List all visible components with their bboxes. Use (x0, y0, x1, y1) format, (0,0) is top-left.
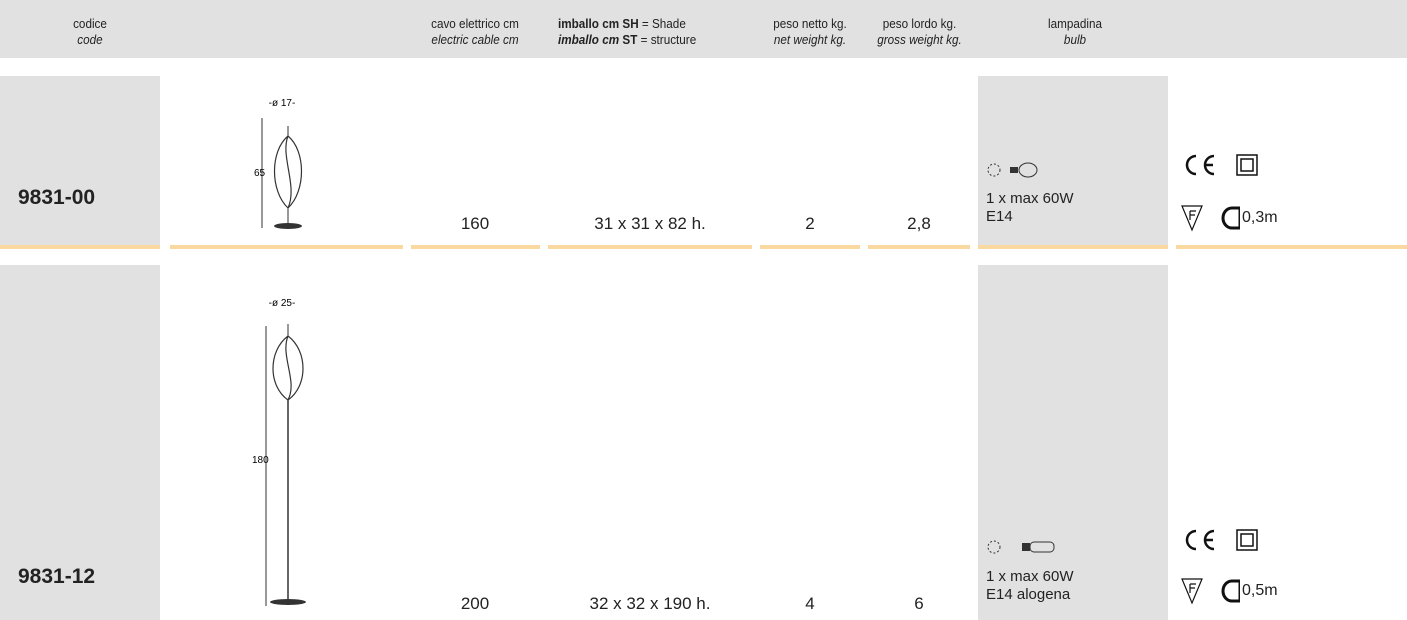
header-text: peso netto kg. (773, 16, 847, 31)
header-text: net weight kg. (773, 32, 847, 47)
separator (760, 245, 860, 249)
code-cell (0, 265, 160, 620)
gross-weight-value: 2,8 (907, 214, 931, 233)
dimension-label: -ø 25- (269, 298, 296, 309)
separator (868, 245, 970, 249)
header-text: code (77, 32, 103, 47)
header-net: peso netto kg. net weight kg. (761, 16, 860, 48)
dimension-label: -ø 17- (269, 98, 296, 109)
header-text: gross weight kg. (877, 32, 962, 47)
packing-value: 31 x 31 x 82 h. (594, 214, 706, 233)
bulb-info: 1 x max 60W E14 alogena (986, 568, 1074, 604)
bulb-info: 1 x max 60W E14 (986, 190, 1074, 226)
header-text: = Shade (641, 16, 686, 31)
header-text: codice (73, 16, 107, 31)
dimension-label: 180 (252, 455, 269, 466)
header-bulb: lampadina bulb (1017, 16, 1134, 48)
bulb-icon (987, 540, 1055, 554)
header-text: imballo cm (558, 16, 620, 31)
bulb-text: 1 x max 60W (986, 190, 1074, 207)
header-text: = structure (640, 32, 697, 47)
bulb-cell (978, 265, 1168, 620)
header-text: SH (622, 16, 639, 31)
net-weight-value: 4 (805, 594, 815, 613)
header-text: peso lordo kg. (882, 16, 957, 31)
separator (411, 245, 540, 249)
bulb-cell (978, 76, 1168, 245)
header-text: ST (622, 32, 638, 47)
header-gross: peso lordo kg. gross weight kg. (868, 16, 972, 48)
header-text: cavo elettrico cm (431, 16, 519, 31)
header-text: imballo cm (558, 32, 620, 47)
bulb-text: E14 (986, 208, 1013, 225)
separator (0, 245, 160, 249)
packing-value: 32 x 32 x 190 h. (589, 594, 711, 613)
bulb-icon (987, 162, 1038, 178)
header-text: lampadina (1048, 16, 1102, 31)
header-code: codice code (36, 16, 144, 48)
cable-value: 200 (460, 594, 490, 613)
ce-class-icons (1185, 154, 1258, 176)
separator (978, 245, 1168, 249)
cable-length: 0,3m (1242, 209, 1278, 226)
separator (170, 245, 403, 249)
header-text: bulb (1063, 32, 1087, 47)
header-band (0, 0, 1407, 58)
header-packing: imballo cm SH = Shade imballo cm ST = st… (558, 16, 738, 48)
safety-icons (1180, 575, 1242, 607)
lamp-drawing: -ø 25- 180 (252, 298, 306, 606)
separator (548, 245, 752, 249)
gross-weight-value: 6 (914, 594, 924, 613)
ce-class-icons (1185, 529, 1258, 551)
dimension-label: 65 (254, 168, 266, 179)
bulb-text: E14 alogena (986, 586, 1071, 603)
lamp-drawing: -ø 17- 65 (254, 98, 303, 229)
cable-length: 0,5m (1242, 582, 1278, 599)
header-cable: cavo elettrico cm electric cable cm (412, 16, 538, 48)
product-code: 9831-12 (18, 565, 96, 588)
safety-icons (1181, 205, 1240, 232)
net-weight-value: 2 (805, 214, 815, 233)
safety-icons-svg (1181, 578, 1242, 605)
separator (1176, 245, 1407, 249)
bulb-text: 1 x max 60W (986, 568, 1074, 585)
header-text: electric cable cm (431, 32, 519, 47)
cable-value: 160 (460, 214, 490, 233)
product-code: 9831-00 (18, 186, 96, 209)
code-cell (0, 76, 160, 245)
